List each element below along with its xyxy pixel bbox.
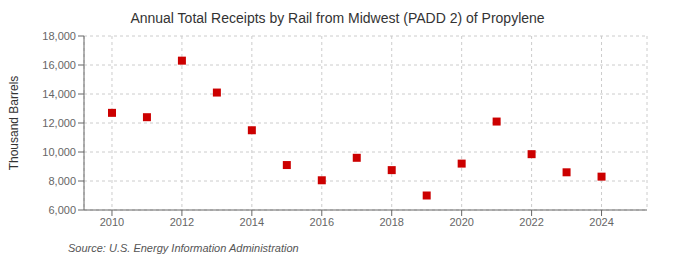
svg-text:10,000: 10,000 — [42, 146, 76, 158]
svg-text:Thousand Barrels: Thousand Barrels — [8, 76, 21, 171]
svg-text:2012: 2012 — [170, 216, 194, 228]
svg-text:2022: 2022 — [519, 216, 543, 228]
svg-text:2018: 2018 — [379, 216, 403, 228]
svg-text:2016: 2016 — [310, 216, 334, 228]
svg-text:2020: 2020 — [449, 216, 473, 228]
svg-text:14,000: 14,000 — [42, 88, 76, 100]
svg-text:16,000: 16,000 — [42, 59, 76, 71]
html-text:Annual Total Receipts by Rail: Annual Total Receipts by Rail from Midwe… — [130, 10, 545, 26]
svg-text:18,000: 18,000 — [42, 30, 76, 42]
svg-text:8,000: 8,000 — [48, 175, 76, 187]
svg-text:2024: 2024 — [589, 216, 613, 228]
svg-text:12,000: 12,000 — [42, 117, 76, 129]
svg-text:2014: 2014 — [240, 216, 264, 228]
svg-text:6,000: 6,000 — [48, 204, 76, 216]
svg-text:2010: 2010 — [100, 216, 124, 228]
html-text:Source: U.S. Energy Informatio: Source: U.S. Energy Information Administ… — [68, 242, 299, 254]
